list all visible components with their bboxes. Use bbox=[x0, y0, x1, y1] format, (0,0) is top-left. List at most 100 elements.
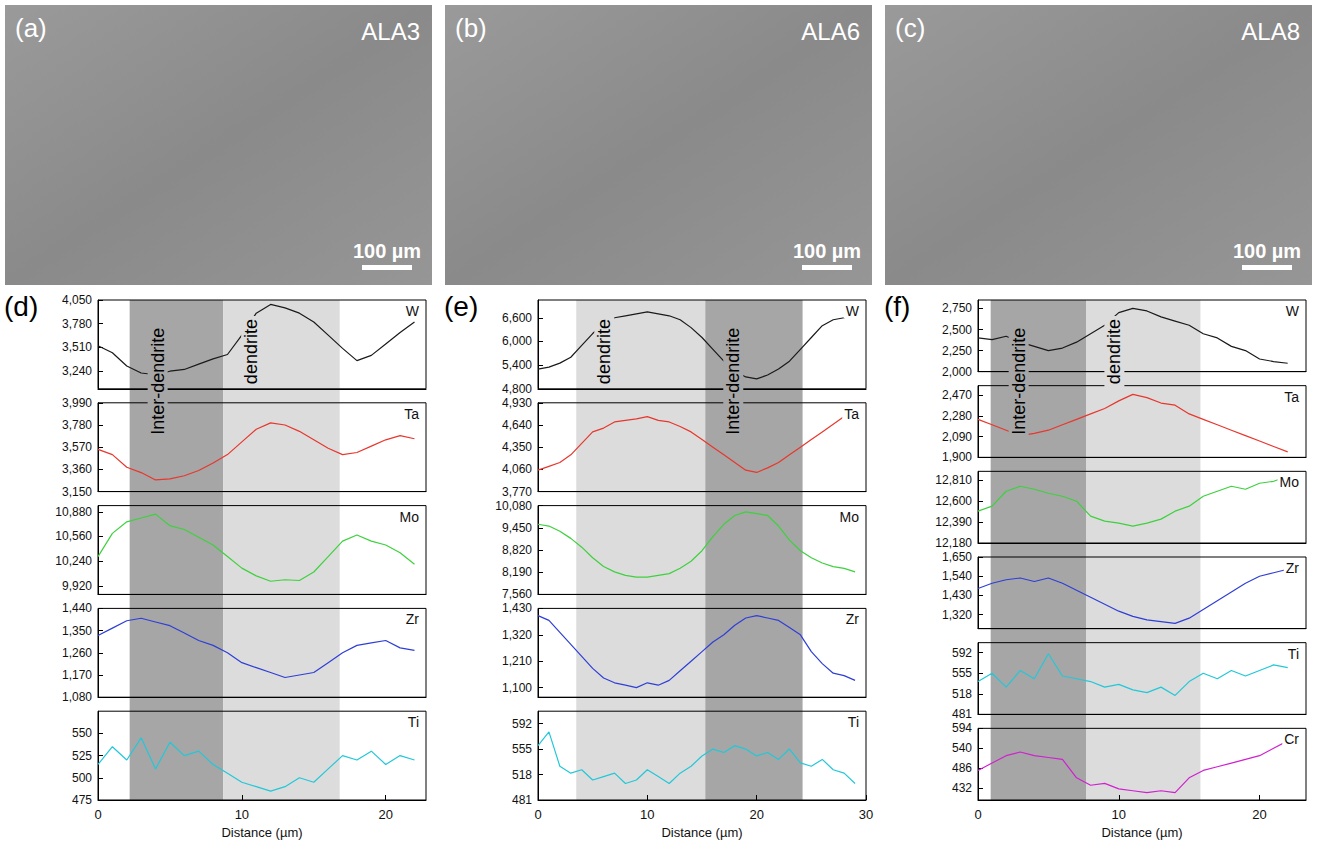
svg-text:10,560: 10,560 bbox=[55, 529, 92, 543]
svg-text:550: 550 bbox=[72, 726, 92, 740]
svg-text:Ti: Ti bbox=[848, 714, 859, 730]
svg-text:(c): (c) bbox=[895, 13, 925, 43]
svg-text:(d): (d) bbox=[4, 291, 38, 322]
svg-text:4,640: 4,640 bbox=[502, 418, 532, 432]
svg-text:518: 518 bbox=[952, 687, 972, 701]
svg-text:W: W bbox=[406, 303, 420, 319]
svg-text:1,210: 1,210 bbox=[502, 654, 532, 668]
svg-text:555: 555 bbox=[512, 742, 532, 756]
svg-text:ALA8: ALA8 bbox=[1241, 18, 1300, 45]
svg-text:432: 432 bbox=[952, 781, 972, 795]
svg-text:3,240: 3,240 bbox=[62, 364, 92, 378]
svg-text:9,450: 9,450 bbox=[502, 521, 532, 535]
svg-text:8,190: 8,190 bbox=[502, 565, 532, 579]
svg-text:12,810: 12,810 bbox=[935, 473, 972, 487]
svg-text:3,780: 3,780 bbox=[62, 418, 92, 432]
svg-text:1,440: 1,440 bbox=[62, 601, 92, 615]
svg-text:2,750: 2,750 bbox=[942, 301, 972, 315]
svg-text:3,990: 3,990 bbox=[62, 396, 92, 410]
svg-text:2,470: 2,470 bbox=[942, 388, 972, 402]
svg-text:100 µm: 100 µm bbox=[1233, 240, 1301, 262]
svg-text:Mo: Mo bbox=[1280, 474, 1300, 490]
svg-text:4,050: 4,050 bbox=[62, 293, 92, 307]
svg-text:10: 10 bbox=[235, 807, 249, 822]
svg-text:Mo: Mo bbox=[400, 509, 420, 525]
svg-text:1,650: 1,650 bbox=[942, 550, 972, 564]
svg-text:dendrite: dendrite bbox=[594, 319, 614, 384]
svg-text:525: 525 bbox=[72, 749, 92, 763]
svg-text:486: 486 bbox=[952, 761, 972, 775]
svg-text:Mo: Mo bbox=[840, 509, 860, 525]
svg-text:0: 0 bbox=[974, 807, 981, 822]
svg-text:Distance (µm): Distance (µm) bbox=[661, 825, 742, 840]
svg-text:10,240: 10,240 bbox=[55, 554, 92, 568]
svg-text:2,250: 2,250 bbox=[942, 344, 972, 358]
svg-text:Ta: Ta bbox=[1284, 389, 1299, 405]
svg-text:0: 0 bbox=[534, 807, 541, 822]
svg-text:Zr: Zr bbox=[846, 611, 860, 627]
svg-text:3,770: 3,770 bbox=[502, 485, 532, 499]
svg-text:(a): (a) bbox=[15, 13, 47, 43]
svg-text:1,430: 1,430 bbox=[942, 588, 972, 602]
svg-text:1,100: 1,100 bbox=[502, 681, 532, 695]
svg-text:10,880: 10,880 bbox=[55, 505, 92, 519]
svg-text:12,600: 12,600 bbox=[935, 494, 972, 508]
svg-text:W: W bbox=[846, 303, 860, 319]
svg-text:1,260: 1,260 bbox=[62, 646, 92, 660]
svg-text:Distance (µm): Distance (µm) bbox=[221, 825, 302, 840]
svg-text:481: 481 bbox=[952, 707, 972, 721]
svg-text:(b): (b) bbox=[455, 13, 487, 43]
svg-text:Inter-dendrite: Inter-dendrite bbox=[1009, 328, 1029, 435]
svg-text:1,430: 1,430 bbox=[502, 601, 532, 615]
svg-text:3,360: 3,360 bbox=[62, 462, 92, 476]
svg-text:0: 0 bbox=[94, 807, 101, 822]
svg-text:12,390: 12,390 bbox=[935, 515, 972, 529]
svg-text:6,600: 6,600 bbox=[502, 311, 532, 325]
svg-text:7,560: 7,560 bbox=[502, 587, 532, 601]
svg-text:Ta: Ta bbox=[404, 406, 419, 422]
svg-text:(f): (f) bbox=[884, 291, 910, 322]
svg-text:475: 475 bbox=[72, 793, 92, 807]
svg-text:Ti: Ti bbox=[408, 714, 419, 730]
svg-text:Inter-dendrite: Inter-dendrite bbox=[148, 328, 168, 435]
svg-text:592: 592 bbox=[952, 646, 972, 660]
svg-text:481: 481 bbox=[512, 793, 532, 807]
svg-text:Zr: Zr bbox=[406, 611, 420, 627]
svg-text:30: 30 bbox=[859, 807, 873, 822]
svg-text:592: 592 bbox=[512, 717, 532, 731]
svg-text:Ti: Ti bbox=[1288, 646, 1299, 662]
svg-text:100 µm: 100 µm bbox=[793, 240, 861, 262]
svg-text:20: 20 bbox=[749, 807, 763, 822]
svg-text:20: 20 bbox=[378, 807, 392, 822]
svg-text:4,350: 4,350 bbox=[502, 440, 532, 454]
svg-text:518: 518 bbox=[512, 768, 532, 782]
svg-text:555: 555 bbox=[952, 666, 972, 680]
svg-text:2,500: 2,500 bbox=[942, 323, 972, 337]
svg-text:10: 10 bbox=[640, 807, 654, 822]
svg-text:9,920: 9,920 bbox=[62, 579, 92, 593]
svg-text:ALA3: ALA3 bbox=[361, 18, 420, 45]
svg-text:1,320: 1,320 bbox=[942, 608, 972, 622]
svg-text:500: 500 bbox=[72, 771, 92, 785]
svg-text:1,080: 1,080 bbox=[62, 690, 92, 704]
svg-text:20: 20 bbox=[1252, 807, 1266, 822]
svg-text:dendrite: dendrite bbox=[241, 319, 261, 384]
svg-text:2,280: 2,280 bbox=[942, 409, 972, 423]
svg-text:W: W bbox=[1286, 303, 1300, 319]
svg-text:1,170: 1,170 bbox=[62, 668, 92, 682]
svg-text:8,820: 8,820 bbox=[502, 543, 532, 557]
svg-text:6,000: 6,000 bbox=[502, 334, 532, 348]
svg-text:1,900: 1,900 bbox=[942, 450, 972, 464]
svg-text:Zr: Zr bbox=[1286, 560, 1300, 576]
svg-text:dendrite: dendrite bbox=[1104, 319, 1124, 384]
svg-text:5,400: 5,400 bbox=[502, 358, 532, 372]
svg-text:2,000: 2,000 bbox=[942, 365, 972, 379]
svg-text:3,780: 3,780 bbox=[62, 317, 92, 331]
svg-text:4,060: 4,060 bbox=[502, 462, 532, 476]
svg-text:ALA6: ALA6 bbox=[801, 18, 860, 45]
svg-text:3,510: 3,510 bbox=[62, 340, 92, 354]
svg-text:Ta: Ta bbox=[844, 406, 859, 422]
svg-text:1,540: 1,540 bbox=[942, 569, 972, 583]
svg-text:4,930: 4,930 bbox=[502, 396, 532, 410]
svg-text:1,350: 1,350 bbox=[62, 624, 92, 638]
